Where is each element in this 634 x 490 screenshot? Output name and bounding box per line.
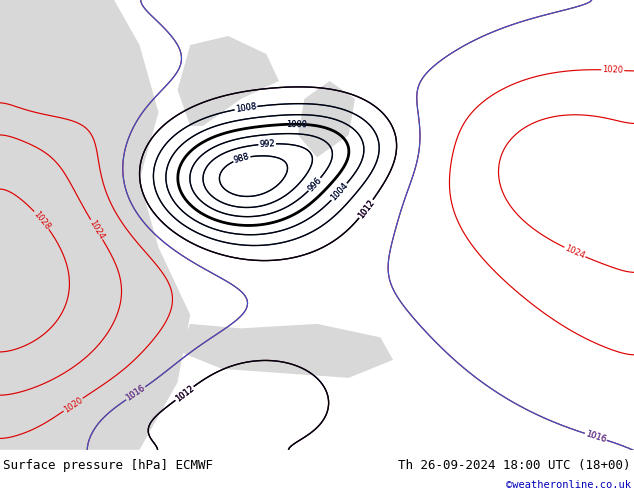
Text: 1000: 1000 bbox=[287, 120, 307, 129]
Text: 1024: 1024 bbox=[87, 218, 106, 241]
Text: 992: 992 bbox=[259, 139, 275, 149]
Text: Th 26-09-2024 18:00 UTC (18+00): Th 26-09-2024 18:00 UTC (18+00) bbox=[398, 459, 631, 471]
Text: 996: 996 bbox=[306, 175, 323, 194]
Text: Surface pressure [hPa] ECMWF: Surface pressure [hPa] ECMWF bbox=[3, 459, 213, 471]
Text: 1016: 1016 bbox=[585, 429, 607, 444]
Text: 1012: 1012 bbox=[173, 384, 195, 403]
Text: 1000: 1000 bbox=[287, 120, 307, 129]
Text: 1020: 1020 bbox=[62, 395, 84, 414]
Text: 1004: 1004 bbox=[329, 181, 350, 203]
Text: 1008: 1008 bbox=[235, 102, 257, 114]
Text: 1012: 1012 bbox=[356, 198, 376, 220]
Text: 1012: 1012 bbox=[173, 384, 195, 403]
Text: 988: 988 bbox=[233, 152, 250, 165]
Text: ©weatheronline.co.uk: ©weatheronline.co.uk bbox=[506, 480, 631, 490]
Text: 1016: 1016 bbox=[585, 429, 607, 444]
Text: 1012: 1012 bbox=[356, 198, 376, 220]
Text: 1016: 1016 bbox=[124, 384, 147, 403]
Text: 1008: 1008 bbox=[235, 102, 257, 114]
Text: 992: 992 bbox=[259, 139, 275, 149]
Text: 1020: 1020 bbox=[602, 65, 623, 75]
Text: 1012: 1012 bbox=[356, 198, 376, 220]
Text: 1012: 1012 bbox=[173, 384, 195, 403]
Text: 1016: 1016 bbox=[124, 384, 147, 403]
Text: 988: 988 bbox=[233, 152, 250, 165]
Text: 996: 996 bbox=[306, 175, 323, 194]
Text: 1004: 1004 bbox=[329, 181, 350, 203]
Text: 1024: 1024 bbox=[564, 244, 586, 261]
Text: 1028: 1028 bbox=[32, 209, 52, 231]
